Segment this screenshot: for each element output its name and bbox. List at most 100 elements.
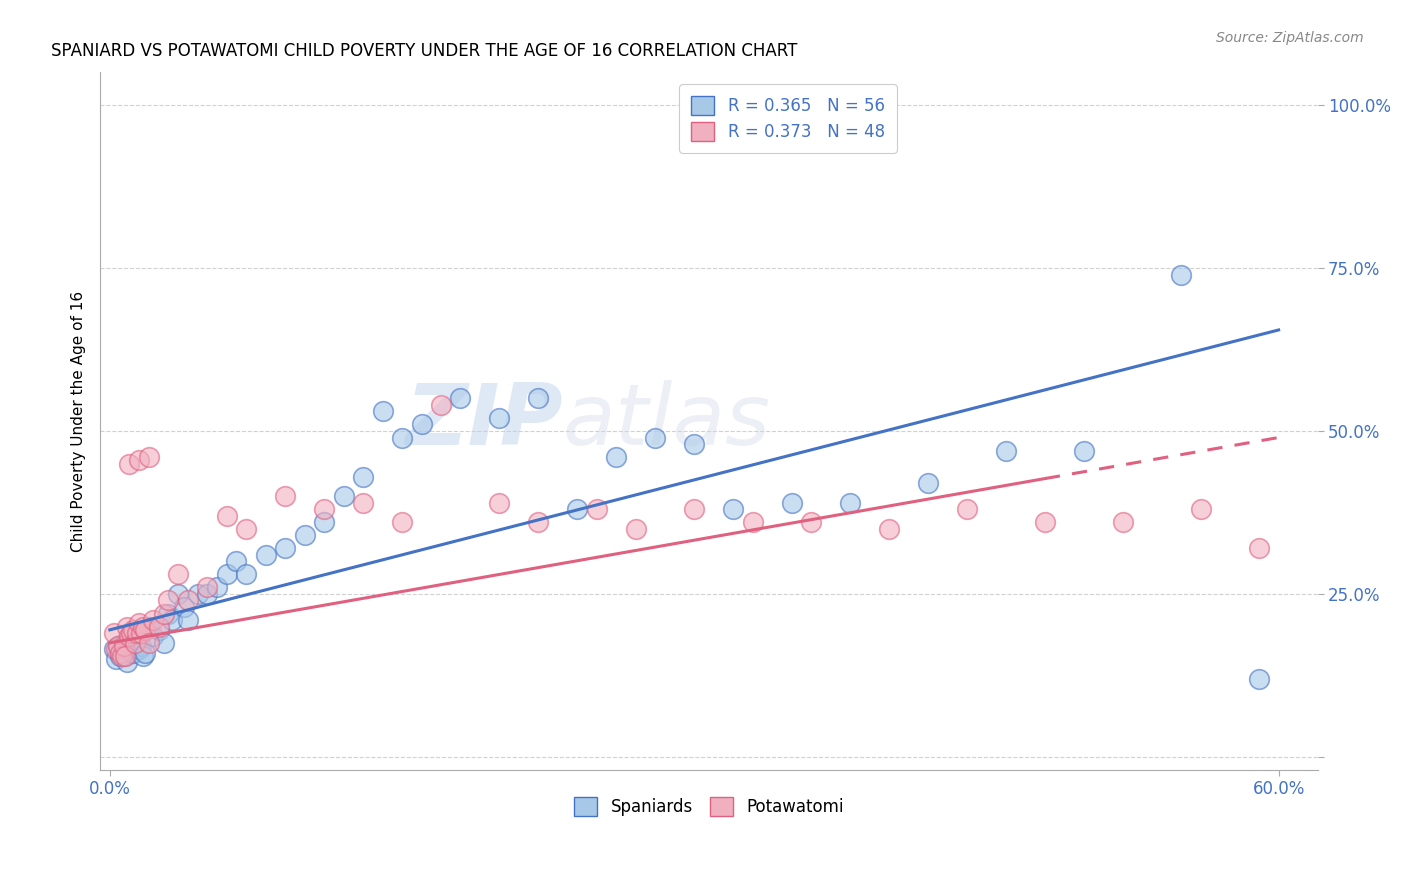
Point: [877, 522, 900, 536]
Point: [128, 616, 150, 631]
Point: [148, 623, 170, 637]
Point: [122, 646, 145, 660]
Point: [186, 587, 208, 601]
Point: [215, 508, 238, 523]
Point: [721, 502, 744, 516]
Point: [118, 457, 141, 471]
Point: [800, 515, 823, 529]
Point: [124, 636, 146, 650]
Point: [1170, 268, 1192, 282]
Point: [160, 613, 183, 627]
Point: [110, 646, 132, 660]
Point: [114, 648, 136, 663]
Point: [112, 639, 135, 653]
Point: [129, 639, 152, 653]
Point: [104, 652, 127, 666]
Point: [157, 607, 180, 621]
Point: [108, 646, 131, 660]
Text: ZIP: ZIP: [405, 380, 562, 463]
Point: [107, 639, 129, 653]
Point: [1033, 515, 1056, 529]
Point: [195, 587, 218, 601]
Point: [605, 450, 627, 464]
Point: [332, 489, 354, 503]
Point: [153, 607, 176, 621]
Point: [780, 496, 803, 510]
Text: SPANIARD VS POTAWATOMI CHILD POVERTY UNDER THE AGE OF 16 CORRELATION CHART: SPANIARD VS POTAWATOMI CHILD POVERTY UND…: [52, 42, 797, 60]
Point: [142, 629, 165, 643]
Point: [128, 453, 150, 467]
Point: [138, 636, 160, 650]
Point: [153, 636, 176, 650]
Point: [994, 443, 1017, 458]
Point: [391, 430, 413, 444]
Point: [118, 642, 141, 657]
Point: [114, 648, 136, 663]
Point: [391, 515, 413, 529]
Point: [314, 515, 336, 529]
Point: [118, 629, 141, 643]
Point: [167, 587, 190, 601]
Point: [956, 502, 979, 516]
Point: [173, 600, 195, 615]
Point: [120, 632, 142, 647]
Point: [586, 502, 609, 516]
Point: [567, 502, 589, 516]
Point: [254, 548, 277, 562]
Point: [741, 515, 763, 529]
Point: [195, 581, 218, 595]
Point: [132, 619, 155, 633]
Point: [157, 593, 180, 607]
Point: [430, 398, 453, 412]
Point: [352, 496, 374, 510]
Point: [225, 554, 247, 568]
Y-axis label: Child Poverty Under the Age of 16: Child Poverty Under the Age of 16: [72, 291, 86, 552]
Point: [839, 496, 862, 510]
Point: [138, 450, 160, 464]
Text: Source: ZipAtlas.com: Source: ZipAtlas.com: [1216, 31, 1364, 45]
Point: [488, 411, 510, 425]
Point: [107, 639, 129, 653]
Point: [132, 648, 155, 663]
Point: [103, 642, 125, 657]
Point: [134, 623, 156, 637]
Point: [129, 626, 152, 640]
Point: [122, 623, 145, 637]
Point: [314, 502, 336, 516]
Point: [108, 648, 131, 663]
Point: [1249, 541, 1271, 556]
Point: [371, 404, 394, 418]
Point: [134, 646, 156, 660]
Point: [104, 642, 127, 657]
Point: [683, 437, 706, 451]
Point: [274, 541, 297, 556]
Point: [103, 626, 125, 640]
Point: [142, 613, 165, 627]
Point: [235, 522, 257, 536]
Point: [644, 430, 666, 444]
Point: [450, 392, 472, 406]
Point: [1189, 502, 1212, 516]
Point: [274, 489, 297, 503]
Point: [127, 626, 149, 640]
Point: [527, 392, 550, 406]
Point: [683, 502, 706, 516]
Point: [1249, 672, 1271, 686]
Point: [117, 656, 139, 670]
Point: [128, 642, 150, 657]
Point: [120, 626, 142, 640]
Point: [488, 496, 510, 510]
Point: [352, 469, 374, 483]
Point: [527, 515, 550, 529]
Point: [117, 619, 139, 633]
Point: [124, 636, 146, 650]
Point: [167, 567, 190, 582]
Point: [177, 613, 200, 627]
Point: [1112, 515, 1135, 529]
Point: [148, 619, 170, 633]
Point: [205, 581, 228, 595]
Point: [112, 636, 135, 650]
Point: [138, 619, 160, 633]
Point: [235, 567, 257, 582]
Point: [127, 632, 149, 647]
